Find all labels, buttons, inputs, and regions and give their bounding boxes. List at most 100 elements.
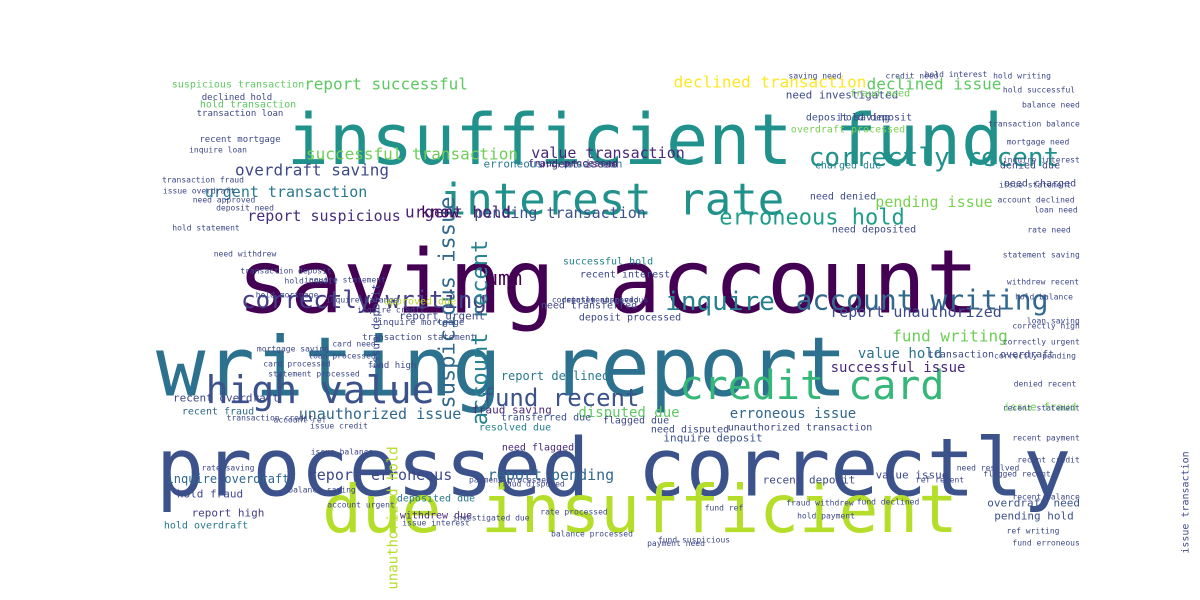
word-transferred-due: transferred due [501,413,591,424]
word-recent-balance: recent balance [1012,493,1080,502]
word-unauthorized-transaction: unauthorized transaction [728,423,873,434]
word-inquire-deposit: inquire deposit [663,432,762,445]
word-account-ref: account ref [274,416,327,425]
word-hold-balance: hold balance [1015,293,1073,302]
word-denied-recent: denied recent [1014,380,1077,389]
word-issue-balance: issue balance [311,448,374,457]
word-issue-overdraft: issue overdraft [163,187,235,196]
word-due-insufficient: due insufficient [322,471,958,548]
word-ref-recent: ref recent [916,476,964,485]
word-recent-deposit: recent deposit [763,474,856,487]
word-fraud-disputed: fraud disputed [497,480,565,489]
word-value-transaction: value transaction [531,144,685,162]
word-fund-declined: fund declined [857,498,920,507]
word-fraud-need: fraud need [850,89,910,100]
word-report-unauthorized: report unauthorized [830,303,1002,321]
word-withdrew-due: withdrew due [400,511,472,522]
word-fraud-withdrew: fraud withdrew [786,499,854,508]
word-inquire-overdraft: inquire overdraft [167,472,290,486]
word-processed-correctly: processed correctly [156,422,1071,515]
word-need-flagged: need flagged [502,443,574,454]
word-hold-transaction: hold transaction [200,100,296,111]
word-hold-successful: hold successful [1003,86,1075,95]
word-mortgage-saving: mortgage saving [257,345,329,354]
word-investigated-due: investigated due [452,514,529,523]
word-suspicious-transaction: suspicious transaction [172,80,304,91]
word-credit-card: credit card [680,363,945,409]
word-deposit-need: deposit need [216,204,274,213]
word-transaction-statement: transaction statement [362,333,476,343]
word-need-denied: need denied [810,192,876,203]
word-fund-recent: fund recent [481,384,640,412]
word-recent-interest: recent interest [580,270,670,281]
word-saving-need: saving need [789,72,842,81]
word-erroneous-hold: erroneous hold [719,206,904,231]
word-account-recent: account recent [468,240,493,425]
word-issue-transaction: issue transaction [1181,451,1192,553]
word-report-urgent: report urgent [399,310,485,323]
word-approved-due: approved due [384,297,456,308]
word-issue-statement: issue statement [999,181,1071,190]
word-flagged-recent: flagged recent [983,470,1051,479]
word-writing-report: writing report [156,321,847,416]
word-hold-credit: hold credit [285,277,338,286]
word-overdraft-saving: overdraft saving [235,161,389,180]
word-recent-statement: recent statement [1003,404,1080,413]
word-account-declined: account declined [997,196,1074,205]
word-recent-mortgage: recent mortgage [199,135,280,145]
word-report-pending: report pending [488,466,614,484]
word-need-approved: need approved [193,196,256,205]
word-need-charged: need charged [1004,179,1076,190]
word-loan-processed: loan processed [308,352,376,361]
word-correctly-writing: correctly writing [241,286,487,314]
word-fund-writing: fund writing [892,327,1008,346]
word-loan-saving: loan saving [1027,317,1080,326]
word-correctly-pending: correctly pending [994,352,1076,361]
word-pending-transaction: pending transaction [474,204,646,222]
word-deposit-processed: deposit processed [579,313,681,324]
word-payment-need: payment need [647,539,705,548]
word-fund-erroneous: fund erroneous [1012,539,1080,548]
word-fund-suspicious: fund suspicious [658,536,730,545]
word-need-resolved: need resolved [957,464,1020,473]
word-rate-processed: rate processed [540,508,608,517]
word-value-issue: value issue [876,469,949,482]
word-deposited-due: deposited due [397,494,475,505]
word-ref-writing: ref writing [1007,527,1060,536]
word-pending-hold: pending hold [994,510,1073,523]
word-inquire-loan: inquire loan [189,146,247,155]
word-rate-need: rate need [1027,226,1071,235]
word-erroneous-transaction: erroneous transaction [483,158,622,171]
word-card-processed: card processed [263,360,331,369]
word-deposit-saving: deposit saving [806,113,890,124]
word-correctly-recent: correctly recent [809,143,1059,173]
word-report-high: report high [192,507,265,520]
word-report-declined: report declined [501,369,609,383]
word-hold-mortgage: hold mortgage [256,291,319,300]
word-need-disputed: need disputed [651,425,729,436]
word-inquire: inquire [665,287,775,317]
word-fraud-saving: fraud saving [472,404,551,417]
word-report-successful: report successful [304,75,468,94]
word-need-investigated: need investigated [786,89,899,102]
word-hold-overdraft: hold overdraft [164,521,248,532]
word-inquire-credit: inquire credit [357,306,425,315]
word-hold-payment: hold payment [797,512,855,521]
word-flagged-due: flagged due [603,416,669,427]
word-need-deposited: need deposited [832,225,916,236]
word-account-writing: account writing [796,284,1049,317]
word-issue-credit: issue credit [310,422,368,431]
word-declined-transaction: declined transaction [674,73,867,92]
word-statement-need: statement need [566,296,634,305]
word-transaction-balance: transaction balance [988,120,1080,129]
word-transaction-loan: transaction loan [197,109,284,119]
word-successful-transaction: successful transaction [306,145,518,164]
word-overdraft-processed: overdraft processed [791,125,905,136]
word-saving-account: saving account [237,231,979,334]
word-issue-interest: issue interest [402,519,470,528]
word-insufficient-fund: insufficient fund [287,99,1003,181]
word-balance-processed: balance processed [551,530,633,539]
word-hold-deposit: hold deposit [840,113,912,124]
word-successful-issue: successful issue [831,360,966,376]
